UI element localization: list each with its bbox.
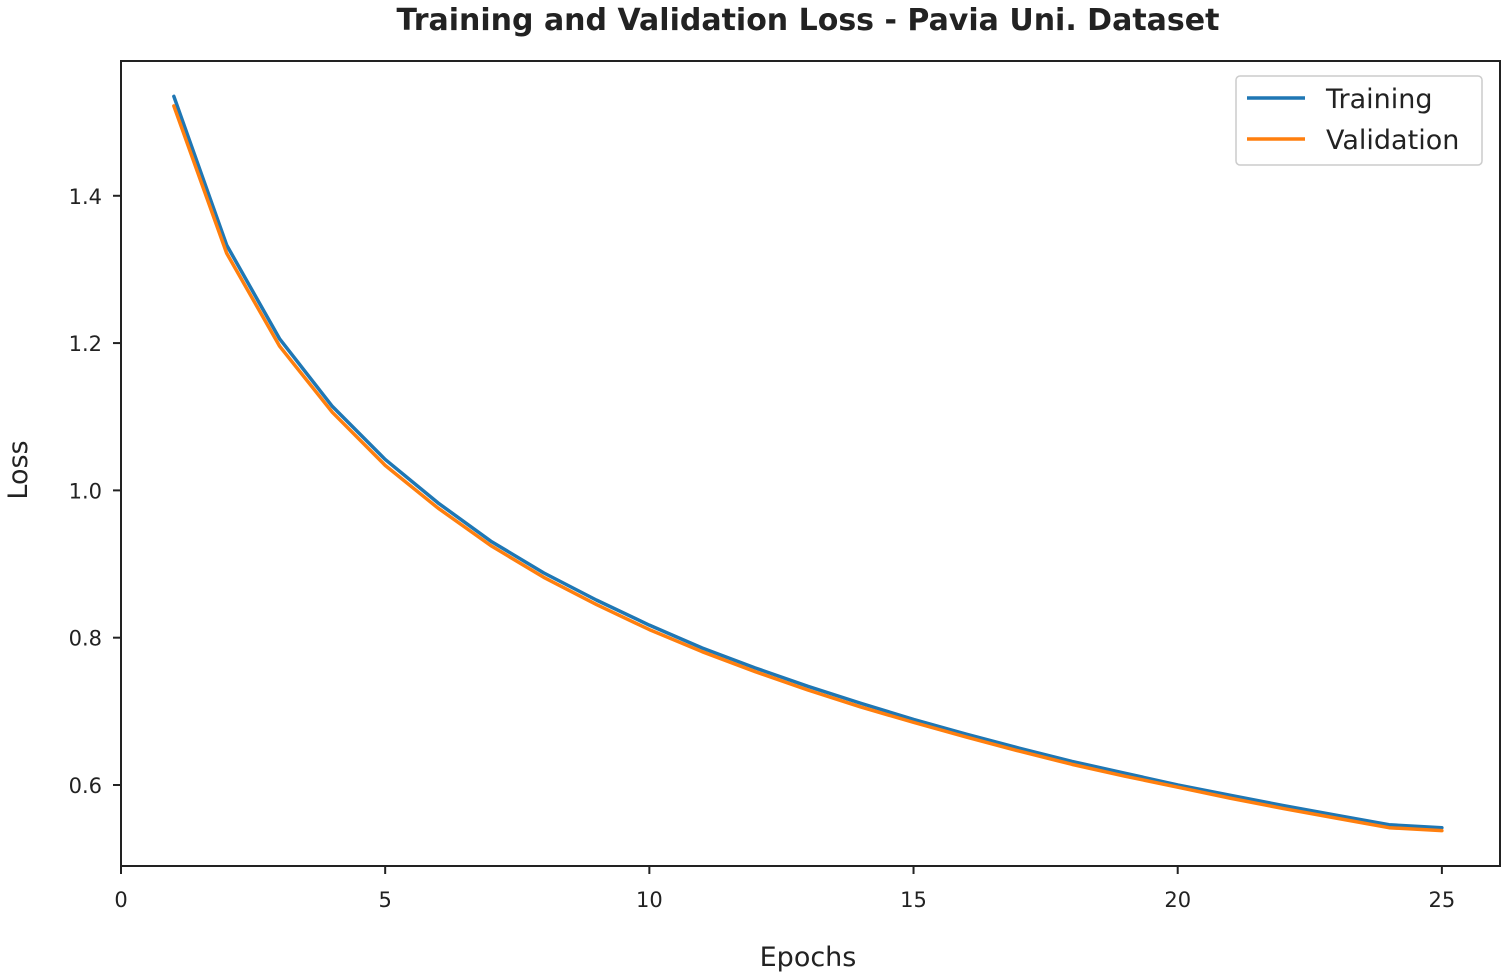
series-lines xyxy=(172,94,1444,833)
y-axis-ticks: 0.6 0.8 1.0 1.2 1.4 xyxy=(69,185,121,798)
validation-loss-line xyxy=(172,104,1444,833)
legend: Training Validation xyxy=(1235,75,1483,166)
x-tick-label: 5 xyxy=(378,888,391,912)
x-axis-ticks: 0 5 10 15 20 25 xyxy=(114,866,1455,912)
y-tick-label: 0.6 xyxy=(69,774,102,798)
x-axis-label: Epochs xyxy=(760,942,857,973)
legend-label-training: Training xyxy=(1325,84,1433,115)
y-tick-label: 1.2 xyxy=(69,332,102,356)
chart-title: Training and Validation Loss - Pavia Uni… xyxy=(397,3,1220,38)
y-axis-label: Loss xyxy=(3,440,34,499)
x-tick-label: 25 xyxy=(1429,888,1456,912)
x-tick-label: 10 xyxy=(636,888,663,912)
y-tick-label: 1.4 xyxy=(69,185,102,209)
x-tick-label: 20 xyxy=(1164,888,1191,912)
x-tick-label: 0 xyxy=(114,888,127,912)
legend-label-validation: Validation xyxy=(1326,125,1459,156)
y-tick-label: 0.8 xyxy=(69,627,102,651)
training-loss-line xyxy=(172,94,1444,830)
y-tick-label: 1.0 xyxy=(69,479,102,503)
plot-area xyxy=(120,60,1501,867)
x-tick-label: 15 xyxy=(900,888,927,912)
